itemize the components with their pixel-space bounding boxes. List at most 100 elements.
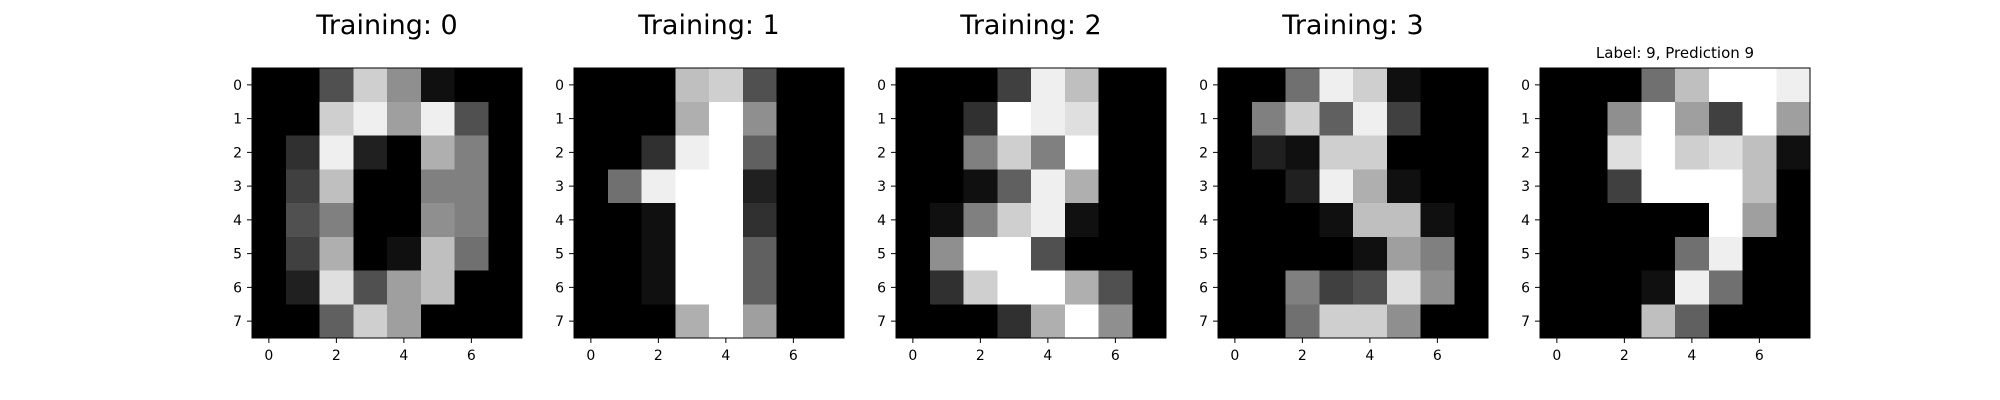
pixel-cell <box>896 270 931 305</box>
y-tick-label: 0 <box>1199 78 1208 94</box>
pixel-cell <box>1064 68 1099 103</box>
pixel-cell <box>285 101 320 136</box>
pixel-cell <box>1353 135 1388 170</box>
pixel-cell <box>742 101 777 136</box>
pixel-cell <box>1742 135 1777 170</box>
pixel-cell <box>574 304 609 339</box>
pixel-cell <box>742 68 777 103</box>
pixel-cell <box>1454 270 1489 305</box>
pixel-cell <box>1420 236 1455 271</box>
pixel-cell <box>896 101 931 136</box>
pixel-cell <box>709 270 744 305</box>
pixel-cell <box>1573 304 1608 339</box>
panel-title: Training: 2 <box>959 10 1101 41</box>
pixel-cell <box>1708 169 1743 204</box>
pixel-cell <box>1132 304 1167 339</box>
pixel-cell <box>454 236 489 271</box>
pixel-cell <box>1386 203 1421 238</box>
x-tick-label: 2 <box>1620 348 1629 364</box>
pixel-cell <box>1386 68 1421 103</box>
pixel-cell <box>574 270 609 305</box>
pixel-cell <box>1031 203 1066 238</box>
pixel-cell <box>1607 169 1642 204</box>
pixel-cell <box>997 169 1032 204</box>
pixel-cell <box>1386 135 1421 170</box>
pixel-cell <box>997 68 1032 103</box>
pixel-cell <box>1675 304 1710 339</box>
pixel-cell <box>1251 135 1286 170</box>
pixel-cell <box>1454 169 1489 204</box>
pixel-cell <box>1064 236 1099 271</box>
pixel-cell <box>607 68 642 103</box>
pixel-cell <box>709 304 744 339</box>
pixel-cell <box>1251 270 1286 305</box>
pixel-cell <box>1454 68 1489 103</box>
y-tick-label: 5 <box>1199 247 1208 263</box>
pixel-cell <box>1607 270 1642 305</box>
pixel-cell <box>1064 169 1099 204</box>
pixel-cell <box>607 270 642 305</box>
pixel-cell <box>776 236 811 271</box>
pixel-cell <box>387 169 422 204</box>
pixel-cell <box>1607 101 1642 136</box>
pixel-cell <box>1132 203 1167 238</box>
pixel-cell <box>1641 135 1676 170</box>
pixel-cell <box>574 101 609 136</box>
panel-title: Training: 3 <box>1281 10 1423 41</box>
y-tick-label: 0 <box>555 78 564 94</box>
pixel-cell <box>675 68 710 103</box>
y-tick-label: 5 <box>555 247 564 263</box>
pixel-cell <box>1641 203 1676 238</box>
axes-frame <box>573 67 845 339</box>
pixel-cell <box>1218 236 1253 271</box>
pixel-cell <box>1675 68 1710 103</box>
pixel-cell <box>1251 304 1286 339</box>
y-tick-label: 6 <box>1199 280 1208 296</box>
pixel-cell <box>1607 304 1642 339</box>
pixel-cell <box>319 135 354 170</box>
panel-title: Training: 0 <box>315 10 457 41</box>
pixel-cell <box>574 135 609 170</box>
pixel-cell <box>1031 270 1066 305</box>
panel-1: Training: 1 0 2 4 6 0 1 2 3 4 5 6 7 <box>555 10 845 364</box>
pixel-cell <box>1776 68 1811 103</box>
pixel-cell <box>1031 68 1066 103</box>
pixel-cell <box>607 236 642 271</box>
pixel-cell <box>1132 169 1167 204</box>
pixel-cell <box>810 101 845 136</box>
pixel-cell <box>1607 135 1642 170</box>
y-tick-label: 0 <box>877 78 886 94</box>
pixel-cell <box>607 135 642 170</box>
pixel-cell <box>776 304 811 339</box>
pixel-cell <box>574 68 609 103</box>
pixel-cell <box>1132 135 1167 170</box>
pixel-cell <box>1251 101 1286 136</box>
pixel-cell <box>454 304 489 339</box>
pixel-cell <box>675 101 710 136</box>
pixel-cell <box>1132 68 1167 103</box>
pixel-cell <box>488 236 523 271</box>
pixel-cell <box>1285 304 1320 339</box>
pixel-cell <box>929 68 964 103</box>
pixel-cell <box>1353 101 1388 136</box>
pixel-cell <box>1675 135 1710 170</box>
pixel-cell <box>252 236 287 271</box>
pixel-cell <box>1607 68 1642 103</box>
pixel-cell <box>1540 270 1575 305</box>
pixel-cell <box>1031 236 1066 271</box>
pixel-cell <box>810 169 845 204</box>
pixel-cell <box>641 101 676 136</box>
pixel-cell <box>1675 169 1710 204</box>
pixel-cell <box>709 169 744 204</box>
pixel-cell <box>574 236 609 271</box>
pixel-cell <box>997 101 1032 136</box>
x-tick-label: 0 <box>264 348 273 364</box>
pixel-cell <box>488 270 523 305</box>
pixel-cell <box>353 68 388 103</box>
x-tick-label: 6 <box>1111 348 1120 364</box>
x-tick-label: 2 <box>976 348 985 364</box>
panel-title: Label: 9, Prediction 9 <box>1596 44 1754 62</box>
pixel-cell <box>896 135 931 170</box>
pixel-cell <box>1540 135 1575 170</box>
pixel-cell <box>488 169 523 204</box>
